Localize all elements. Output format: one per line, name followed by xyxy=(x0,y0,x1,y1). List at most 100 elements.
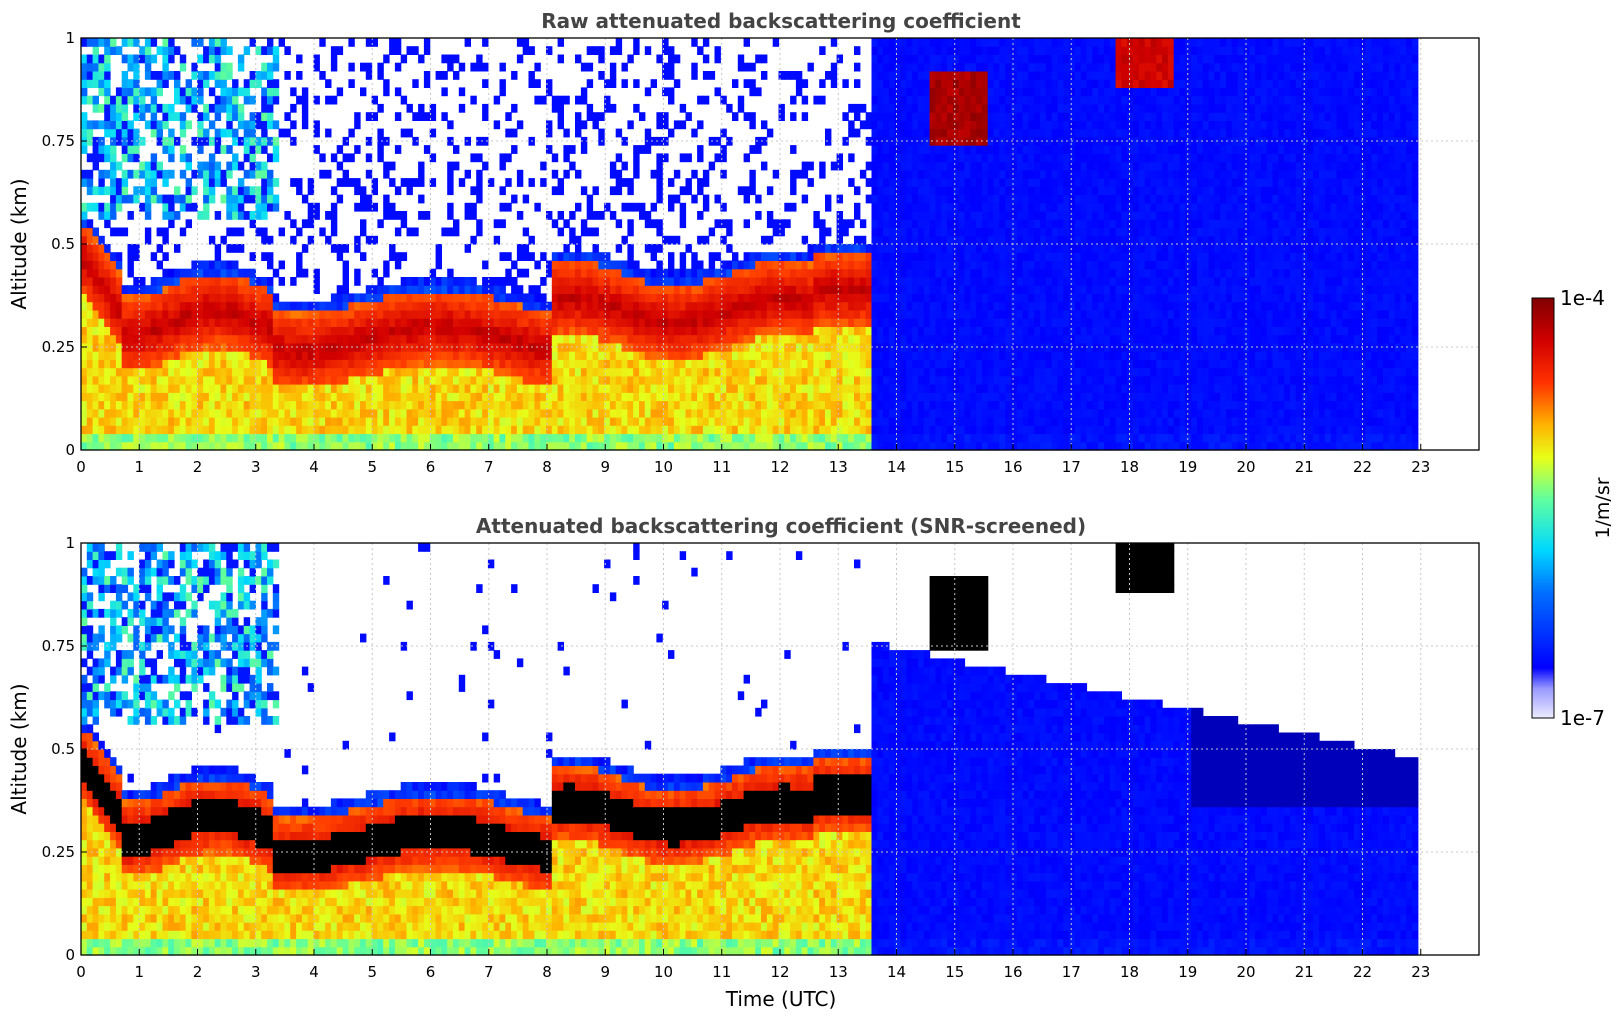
heatmap-cell xyxy=(848,153,855,163)
heatmap-cell xyxy=(842,441,849,451)
heatmap-cell xyxy=(325,342,332,352)
heatmap-cell xyxy=(127,342,134,352)
heatmap-cell xyxy=(115,186,123,196)
heatmap-cell xyxy=(371,433,378,443)
heatmap-cell xyxy=(423,425,431,435)
heatmap-cell xyxy=(947,359,954,369)
heatmap-cell xyxy=(551,268,559,278)
heatmap-cell xyxy=(935,433,942,443)
heatmap-cell xyxy=(144,54,152,64)
heatmap-cell xyxy=(673,441,681,451)
heatmap-cell xyxy=(232,194,239,204)
heatmap-cell xyxy=(232,153,239,163)
heatmap-cell xyxy=(551,417,559,426)
heatmap-cell xyxy=(493,392,501,402)
heatmap-cell xyxy=(458,62,466,72)
heatmap-cell xyxy=(383,169,390,179)
heatmap-cell xyxy=(580,186,588,196)
heatmap-cell xyxy=(546,87,553,97)
heatmap-cell xyxy=(290,219,297,229)
heatmap-cell xyxy=(232,293,239,303)
heatmap-cell xyxy=(877,342,884,352)
heatmap-cell xyxy=(685,359,692,369)
heatmap-cell xyxy=(104,145,111,154)
heatmap-cell xyxy=(400,128,408,138)
heatmap-cell xyxy=(813,244,820,253)
heatmap-cell xyxy=(656,244,663,253)
heatmap-cell xyxy=(859,277,867,286)
heatmap-cell xyxy=(371,441,378,451)
heatmap-cell xyxy=(377,128,384,138)
heatmap-cell xyxy=(150,178,158,187)
heatmap-cell xyxy=(267,136,274,146)
heatmap-cell xyxy=(935,169,942,179)
heatmap-cell xyxy=(493,285,501,294)
heatmap-cell xyxy=(894,38,902,47)
heatmap-cell xyxy=(604,318,611,327)
heatmap-cell xyxy=(859,342,867,352)
heatmap-cell xyxy=(348,318,355,327)
heatmap-cell xyxy=(947,178,954,187)
heatmap-cell xyxy=(790,326,797,336)
heatmap-cell xyxy=(615,244,623,253)
heatmap-cell xyxy=(232,351,239,360)
heatmap-cell xyxy=(394,301,402,311)
heatmap-cell xyxy=(825,400,832,410)
heatmap-cell xyxy=(249,425,256,435)
heatmap-cell xyxy=(551,425,559,435)
heatmap-cell xyxy=(656,227,663,237)
heatmap-cell xyxy=(528,252,535,261)
heatmap-cell xyxy=(360,202,367,212)
heatmap-cell xyxy=(418,392,425,402)
heatmap-cell xyxy=(203,433,210,443)
heatmap-cell xyxy=(784,293,791,303)
heatmap-cell xyxy=(92,367,99,377)
heatmap-cell xyxy=(360,87,367,97)
heatmap-cell xyxy=(830,400,838,410)
heatmap-cell xyxy=(127,145,134,154)
heatmap-cell xyxy=(737,301,745,311)
heatmap-cell xyxy=(621,425,628,435)
heatmap-cell xyxy=(319,71,326,80)
heatmap-cell xyxy=(110,408,117,418)
heatmap-cell xyxy=(429,309,437,319)
heatmap-cell xyxy=(947,136,954,146)
heatmap-cell xyxy=(575,441,582,451)
heatmap-cell xyxy=(929,441,936,451)
heatmap-cell xyxy=(900,285,907,294)
heatmap-cell xyxy=(842,334,849,344)
heatmap-cell xyxy=(575,400,582,410)
heatmap-cell xyxy=(656,318,663,327)
heatmap-cell xyxy=(208,301,216,311)
heatmap-cell xyxy=(243,392,251,402)
heatmap-cell xyxy=(185,79,192,88)
heatmap-cell xyxy=(720,301,727,311)
heatmap-cell xyxy=(697,211,704,220)
heatmap-cell xyxy=(697,359,704,369)
heatmap-cell xyxy=(778,334,785,344)
heatmap-cell xyxy=(935,202,942,212)
heatmap-cell xyxy=(569,351,576,360)
heatmap-cell xyxy=(185,384,192,393)
heatmap-cell xyxy=(516,293,524,303)
heatmap-cell xyxy=(888,186,896,196)
heatmap-cell xyxy=(412,417,419,426)
heatmap-cell xyxy=(447,384,454,393)
heatmap-cell xyxy=(133,384,140,393)
heatmap-cell xyxy=(609,425,617,435)
heatmap-cell xyxy=(156,326,163,336)
heatmap-cell xyxy=(918,219,925,229)
heatmap-cell xyxy=(947,79,954,88)
heatmap-cell xyxy=(615,268,623,278)
heatmap-cell xyxy=(807,285,814,294)
heatmap-cell xyxy=(412,392,419,402)
heatmap-cell xyxy=(720,359,727,369)
heatmap-cell xyxy=(307,425,315,435)
heatmap-cell xyxy=(336,326,344,336)
heatmap-cell xyxy=(830,62,838,72)
heatmap-cell xyxy=(749,334,756,344)
heatmap-cell xyxy=(877,293,884,303)
heatmap-cell xyxy=(400,400,408,410)
heatmap-cell xyxy=(685,178,692,187)
heatmap-cell xyxy=(772,293,780,303)
